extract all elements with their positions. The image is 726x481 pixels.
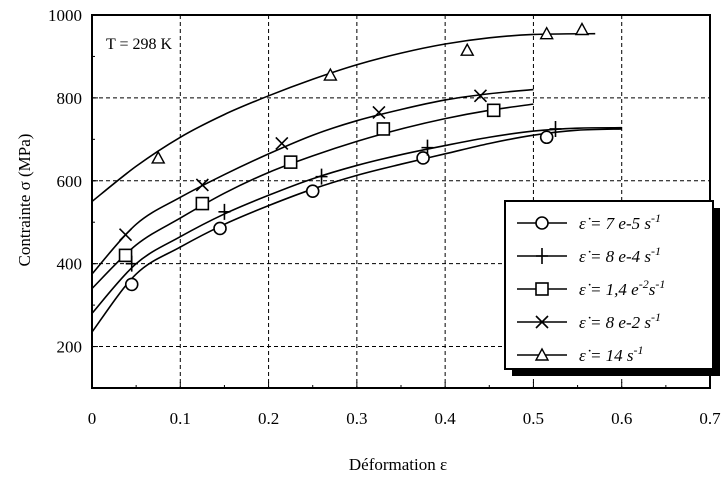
fit-curve-plus — [91, 126, 622, 314]
legend-item: ε̇ = 8 e-2 s-1 — [517, 310, 661, 332]
data-point-circle — [124, 277, 139, 292]
y-tick-label: 1000 — [48, 6, 82, 25]
data-point-triangle — [323, 67, 338, 81]
legend-marker-triangle — [534, 347, 550, 361]
legend-marker-cross — [535, 315, 549, 329]
x-tick-label: 0 — [88, 409, 97, 428]
fit-curve-cross — [91, 88, 534, 275]
x-tick-label: 0.4 — [435, 409, 457, 428]
data-point-plus — [218, 203, 231, 220]
data-point-cross — [195, 178, 209, 192]
data-point-cross — [275, 136, 289, 151]
data-point-square — [118, 248, 133, 263]
x-tick-label: 0.5 — [523, 409, 544, 428]
data-point-triangle — [151, 150, 166, 164]
data-point-cross — [118, 228, 133, 242]
fit-curve-circle — [91, 128, 622, 333]
axis-ticks: 0 0.1 0.2 0.3 0.4 0.5 0.6 0.7 200 400 600 800 1000 — [48, 6, 721, 428]
legend-label: ε̇ = 8 e-4 s-1 — [579, 244, 661, 266]
x-axis-title: Déformation ε — [349, 455, 447, 474]
legend-marker-circle — [535, 216, 549, 230]
x-tick-label: 0.7 — [699, 409, 721, 428]
data-point-square — [283, 155, 298, 169]
data-point-square — [195, 196, 210, 211]
legend-item: ε̇ = 8 e-4 s-1 — [517, 244, 661, 266]
legend-item: ε̇ = 7 e-5 s-1 — [517, 211, 661, 233]
y-tick-label: 600 — [57, 172, 83, 191]
data-point-square — [486, 103, 501, 118]
data-point-plus — [549, 120, 562, 137]
data-point-circle — [416, 151, 430, 165]
data-point-triangle — [574, 22, 590, 36]
x-tick-label: 0.6 — [611, 409, 632, 428]
data-point-circle — [213, 221, 227, 236]
data-point-square — [376, 122, 391, 136]
fit-curves — [91, 32, 622, 333]
temperature-annotation: T = 298 K — [106, 36, 173, 53]
fit-curve-triangle — [91, 32, 596, 203]
legend-marker-square — [535, 282, 549, 296]
data-point-triangle — [539, 26, 554, 40]
legend-label: ε̇ = 8 e-2 s-1 — [579, 310, 661, 332]
y-tick-label: 800 — [57, 89, 83, 108]
data-point-circle — [305, 184, 320, 198]
x-tick-label: 0.1 — [170, 409, 191, 428]
y-axis-title: Contrainte σ (MPa) — [15, 134, 34, 267]
data-markers — [118, 22, 590, 292]
x-tick-label: 0.3 — [346, 409, 367, 428]
y-tick-label: 400 — [57, 255, 83, 274]
fit-curve-square — [91, 103, 534, 290]
y-tick-label: 200 — [57, 338, 83, 357]
legend-marker-plus — [536, 248, 548, 264]
data-point-circle — [539, 130, 554, 145]
legend-label: ε̇ = 1,4 e-2s-1 — [579, 277, 665, 299]
legend-label: ε̇ = 7 e-5 s-1 — [579, 211, 661, 233]
x-tick-label: 0.2 — [258, 409, 279, 428]
legend-item: ε̇ = 1,4 e-2s-1 — [517, 277, 665, 299]
legend-item: ε̇ = 14 s-1 — [517, 343, 644, 365]
data-point-plus — [315, 168, 328, 185]
data-point-cross — [473, 89, 488, 103]
data-point-cross — [372, 105, 386, 119]
legend-label: ε̇ = 14 s-1 — [579, 343, 644, 365]
data-point-plus — [421, 139, 434, 156]
legend: ε̇ = 7 e-5 s-1 ε̇ = 8 e-4 s-1 ε̇ = 1,4 e-2… — [504, 200, 720, 376]
data-point-triangle — [460, 42, 475, 56]
